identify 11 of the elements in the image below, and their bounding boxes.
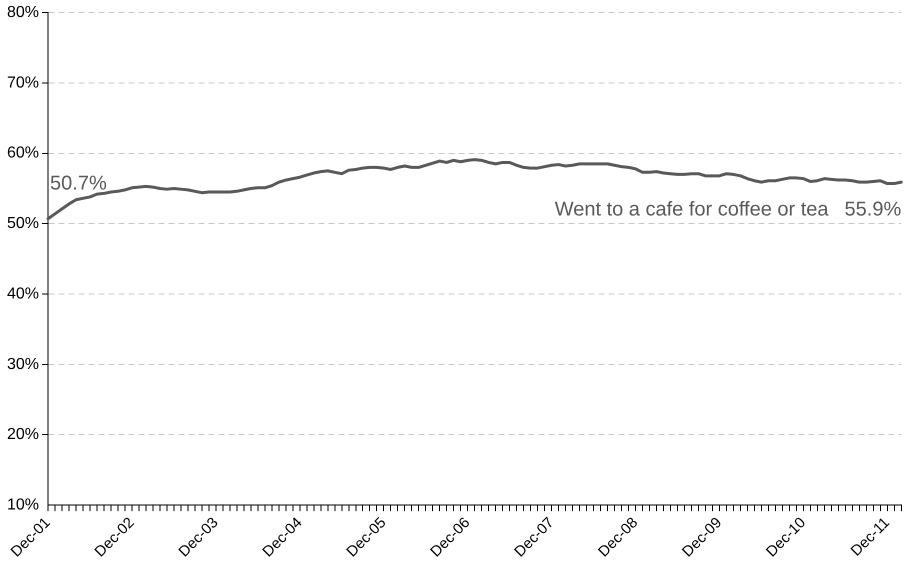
y-tick-label: 80% — [6, 4, 40, 22]
y-tick-label: 20% — [6, 426, 40, 444]
data-label: 50.7% — [50, 172, 107, 194]
series-label: Went to a cafe for coffee or tea — [554, 198, 830, 221]
y-tick-label: 40% — [6, 285, 40, 302]
y-tick-label: 50% — [6, 215, 40, 232]
data-label: 55.9% — [844, 198, 902, 221]
y-tick-label: 60% — [6, 144, 40, 162]
y-tick-label: 10% — [6, 496, 40, 514]
y-tick-label: 30% — [6, 356, 40, 373]
y-tick-label: 70% — [6, 74, 40, 92]
